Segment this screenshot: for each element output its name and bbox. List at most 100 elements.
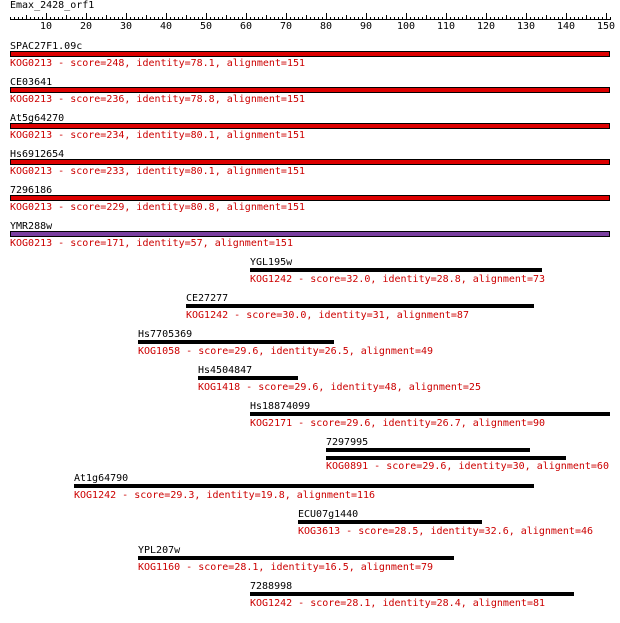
ruler-tick <box>290 17 291 20</box>
ruler-tick <box>122 17 123 20</box>
ruler-tick <box>98 17 99 20</box>
hit-annotation[interactable]: KOG1242 - score=28.1, identity=28.4, ali… <box>250 598 546 609</box>
ruler-tick <box>258 17 259 20</box>
ruler-tick <box>346 15 347 20</box>
hit-name[interactable]: At1g64790 <box>74 473 129 484</box>
ruler-tick <box>118 17 119 20</box>
hit-bar-secondary[interactable] <box>326 456 566 460</box>
ruler-tick <box>26 15 27 20</box>
hit-bar[interactable] <box>326 448 530 452</box>
ruler-tick <box>302 17 303 20</box>
hit-name[interactable]: Hs18874099 <box>250 401 311 412</box>
hit-annotation[interactable]: KOG0213 - score=171, identity=57, alignm… <box>10 238 293 249</box>
hit-bar[interactable] <box>198 376 298 380</box>
ruler-tick-label: 140 <box>556 21 576 32</box>
ruler-tick-label: 100 <box>396 21 416 32</box>
ruler-tick <box>274 17 275 20</box>
hit-bar[interactable] <box>250 268 542 272</box>
hit-bar[interactable] <box>298 520 482 524</box>
ruler-tick <box>374 17 375 20</box>
ruler-tick <box>454 17 455 20</box>
hit-name[interactable]: 7297995 <box>326 437 369 448</box>
ruler-tick <box>486 13 487 20</box>
ruler-tick <box>550 17 551 20</box>
hit-bar[interactable] <box>10 51 610 57</box>
ruler-tick <box>286 13 287 20</box>
hit-name[interactable]: CE27277 <box>186 293 229 304</box>
hit-annotation[interactable]: KOG1160 - score=28.1, identity=16.5, ali… <box>138 562 434 573</box>
hit-name[interactable]: YPL207w <box>138 545 181 556</box>
ruler-tick <box>402 17 403 20</box>
ruler-tick <box>266 15 267 20</box>
hit-annotation[interactable]: KOG2171 - score=29.6, identity=26.7, ali… <box>250 418 546 429</box>
ruler-tick <box>586 15 587 20</box>
hit-name[interactable]: At5g64270 <box>10 113 65 124</box>
ruler-tick <box>410 17 411 20</box>
hit-bar[interactable] <box>250 412 610 416</box>
hit-bar[interactable] <box>10 159 610 165</box>
ruler-tick-label: 90 <box>359 21 373 32</box>
hit-annotation[interactable]: KOG3613 - score=28.5, identity=32.6, ali… <box>298 526 594 537</box>
hit-annotation[interactable]: KOG0213 - score=234, identity=80.1, alig… <box>10 130 306 141</box>
ruler-tick <box>146 15 147 20</box>
hit-annotation[interactable]: KOG1058 - score=29.6, identity=26.5, ali… <box>138 346 434 357</box>
hit-name[interactable]: YGL195w <box>250 257 293 268</box>
hit-bar[interactable] <box>138 556 454 560</box>
hit-bar[interactable] <box>186 304 534 308</box>
ruler-tick <box>166 13 167 20</box>
ruler-tick-label: 80 <box>319 21 333 32</box>
hit-annotation[interactable]: KOG1242 - score=30.0, identity=31, align… <box>186 310 469 321</box>
ruler-tick <box>170 17 171 20</box>
ruler-tick <box>326 13 327 20</box>
hit-bar[interactable] <box>74 484 534 488</box>
ruler-tick <box>222 17 223 20</box>
hit-annotation[interactable]: KOG1242 - score=29.3, identity=19.8, ali… <box>74 490 376 501</box>
ruler-tick <box>578 17 579 20</box>
hit-name[interactable]: SPAC27F1.09c <box>10 41 83 52</box>
hit-bar[interactable] <box>138 340 334 344</box>
hit-annotation[interactable]: KOG0891 - score=29.6, identity=30, align… <box>326 461 609 472</box>
ruler-tick <box>574 17 575 20</box>
ruler-tick <box>70 17 71 20</box>
hit-annotation[interactable]: KOG0213 - score=229, identity=80.8, alig… <box>10 202 306 213</box>
hit-bar[interactable] <box>10 123 610 129</box>
hit-annotation[interactable]: KOG0213 - score=236, identity=78.8, alig… <box>10 94 306 105</box>
ruler-tick <box>426 15 427 20</box>
ruler-tick <box>246 13 247 20</box>
ruler-tick <box>362 17 363 20</box>
ruler-tick <box>294 17 295 20</box>
ruler-tick <box>378 17 379 20</box>
ruler-tick <box>114 17 115 20</box>
ruler-tick <box>314 17 315 20</box>
hit-bar[interactable] <box>10 195 610 201</box>
hit-annotation[interactable]: KOG0213 - score=248, identity=78.1, alig… <box>10 58 306 69</box>
ruler-tick <box>370 17 371 20</box>
ruler-tick <box>310 17 311 20</box>
ruler-tick <box>38 17 39 20</box>
hit-name[interactable]: Hs7705369 <box>138 329 193 340</box>
hit-bar[interactable] <box>250 592 574 596</box>
hit-name[interactable]: Hs4504847 <box>198 365 253 376</box>
ruler-tick <box>382 17 383 20</box>
hit-name[interactable]: CE03641 <box>10 77 53 88</box>
ruler-tick <box>298 17 299 20</box>
hit-name[interactable]: 7296186 <box>10 185 53 196</box>
hit-annotation[interactable]: KOG1418 - score=29.6, identity=48, align… <box>198 382 481 393</box>
ruler-tick <box>570 17 571 20</box>
ruler-tick <box>530 17 531 20</box>
ruler-tick <box>30 17 31 20</box>
hit-annotation[interactable]: KOG1242 - score=32.0, identity=28.8, ali… <box>250 274 546 285</box>
hit-name[interactable]: YMR288w <box>10 221 53 232</box>
hit-annotation[interactable]: KOG0213 - score=233, identity=80.1, alig… <box>10 166 306 177</box>
ruler-tick <box>278 17 279 20</box>
hit-name[interactable]: 7288998 <box>250 581 293 592</box>
ruler-tick <box>398 17 399 20</box>
hit-bar[interactable] <box>10 87 610 93</box>
hit-bar[interactable] <box>10 231 610 237</box>
query-name: Emax_2428_orf1 <box>10 0 95 11</box>
hit-name[interactable]: Hs6912654 <box>10 149 65 160</box>
ruler-tick-label: 120 <box>476 21 496 32</box>
hit-name[interactable]: ECU07g1440 <box>298 509 359 520</box>
ruler-tick <box>186 15 187 20</box>
ruler-tick <box>582 17 583 20</box>
